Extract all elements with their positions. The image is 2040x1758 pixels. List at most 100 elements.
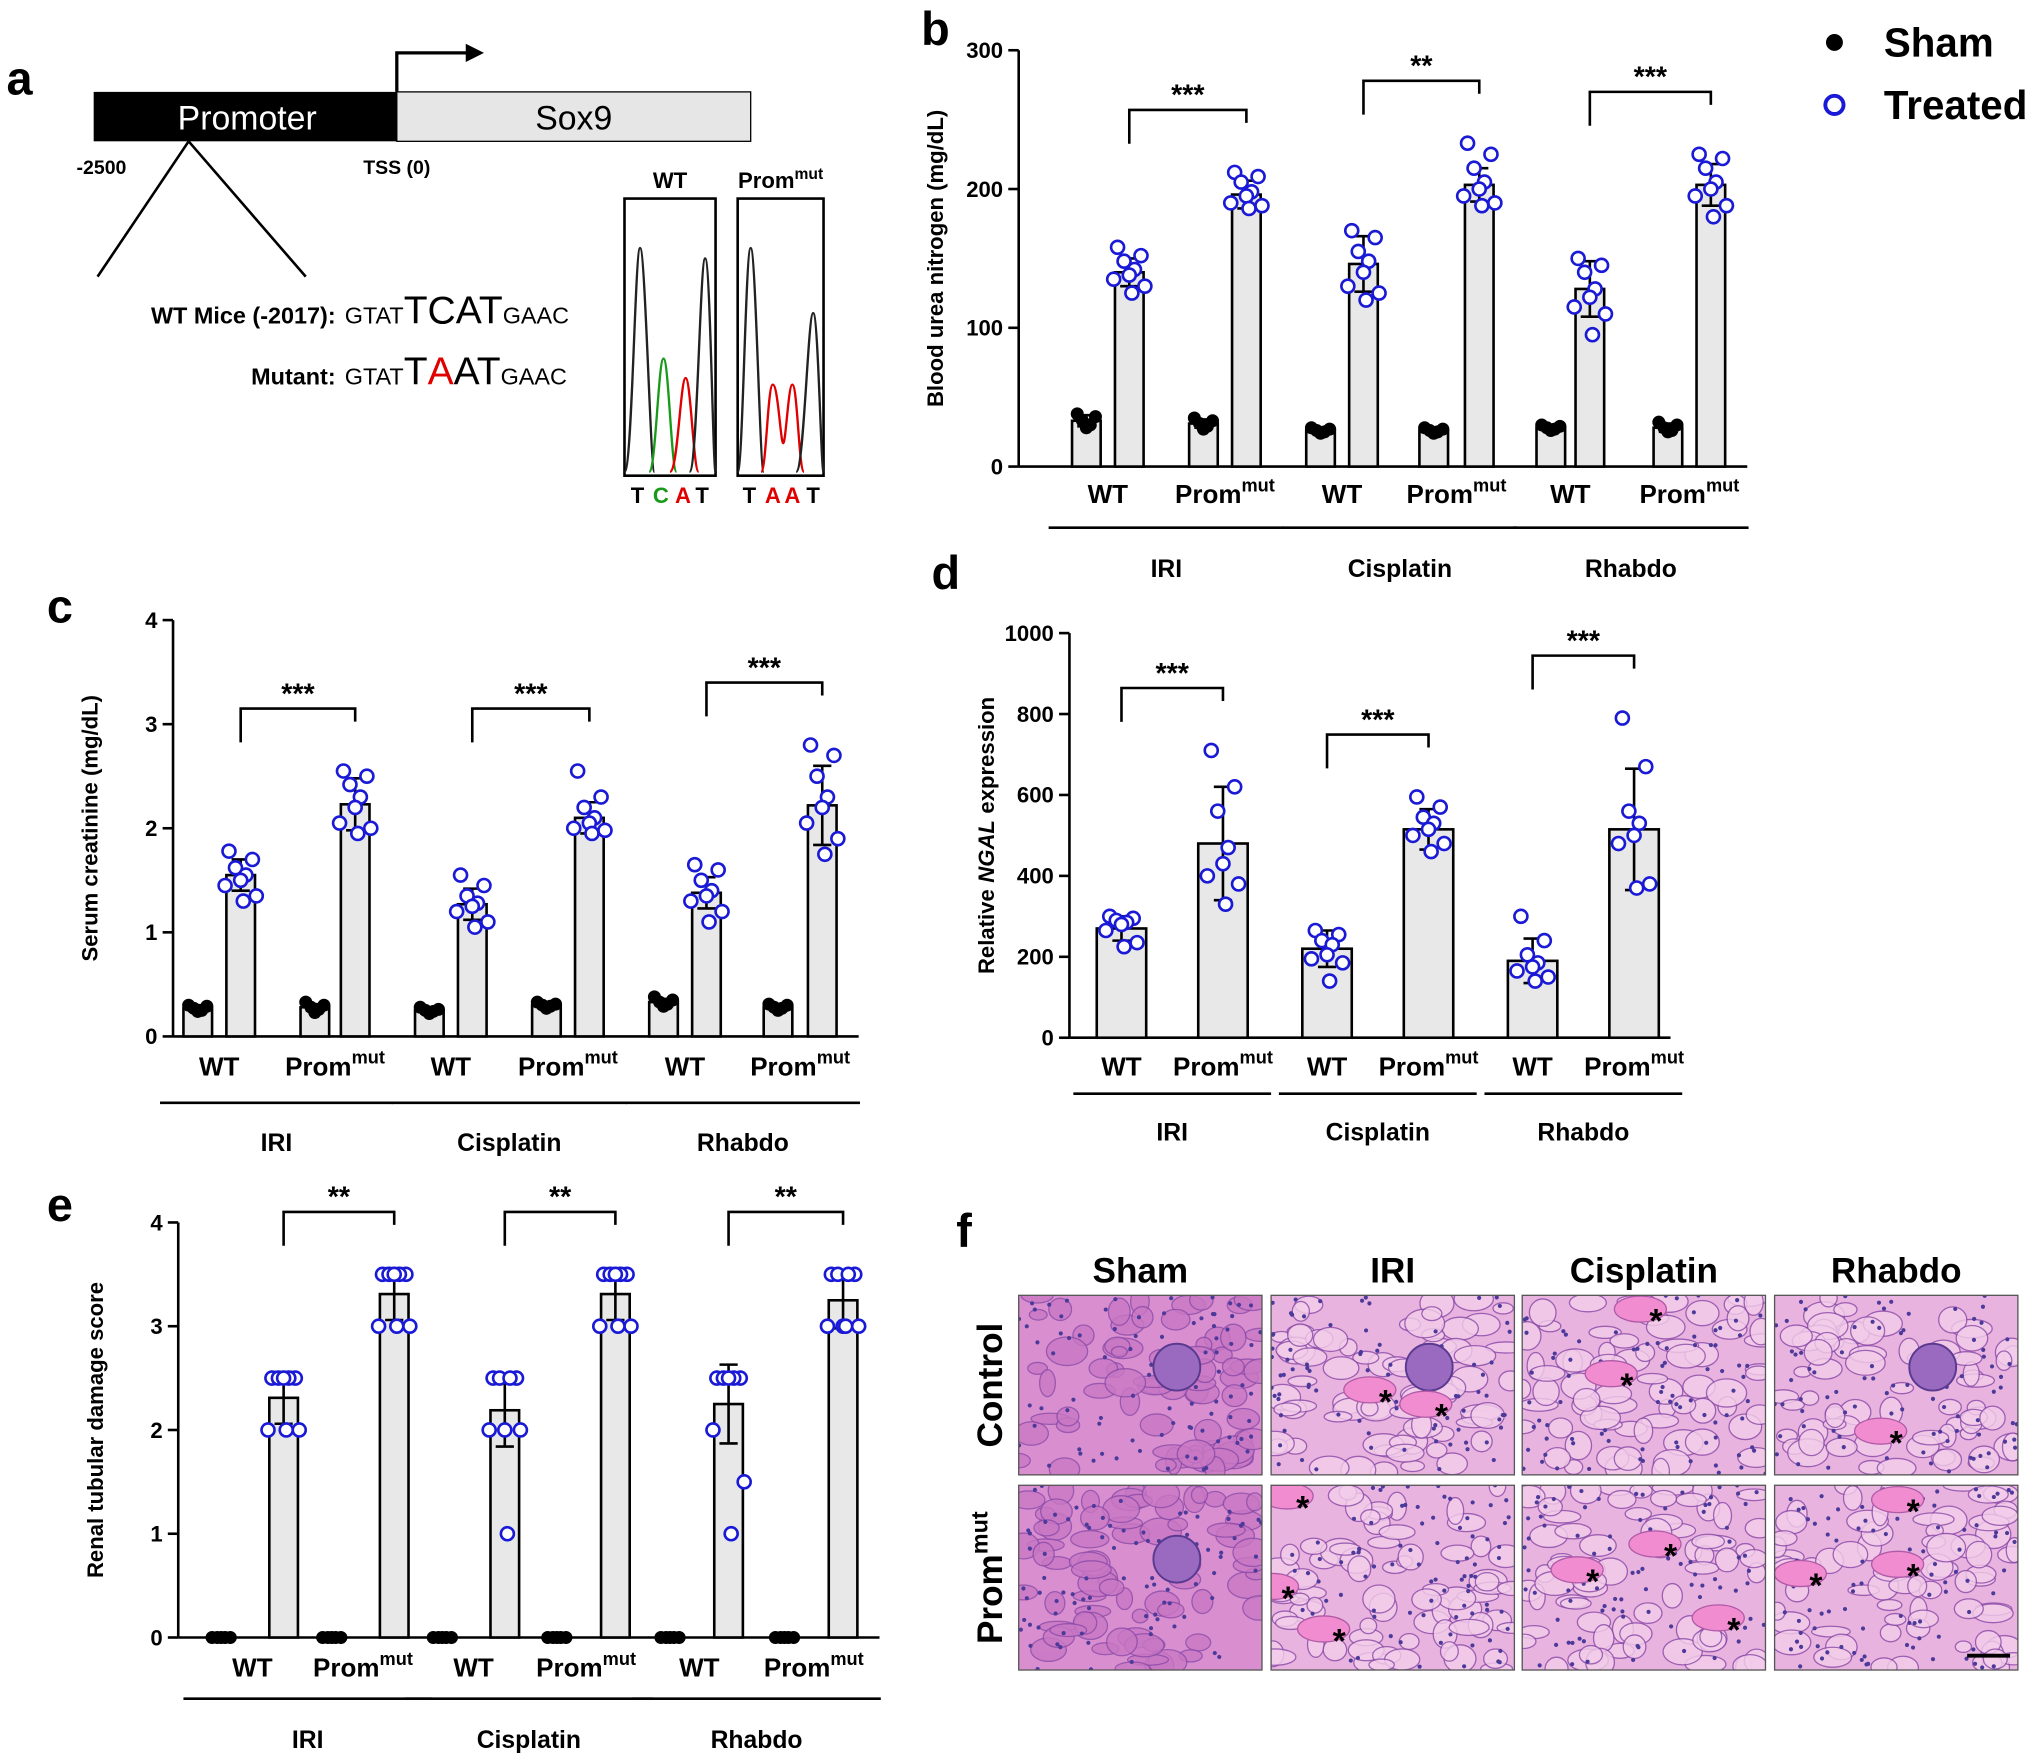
base: T xyxy=(806,483,820,508)
base: T xyxy=(631,483,645,508)
data-point xyxy=(1513,908,1529,925)
nucleus xyxy=(1470,1611,1475,1616)
nucleus xyxy=(1137,1448,1143,1454)
nucleus xyxy=(1801,1424,1806,1429)
nucleus xyxy=(1646,1609,1651,1614)
tubule xyxy=(1522,1633,1537,1650)
category: Prom xyxy=(1175,479,1242,509)
category-sup: mut xyxy=(1445,1048,1478,1068)
injury-marker: * xyxy=(1586,1563,1600,1601)
nucleus xyxy=(1712,1655,1717,1661)
tubule xyxy=(1744,1365,1766,1382)
nucleus xyxy=(1634,1491,1639,1496)
nucleus xyxy=(1469,1573,1474,1579)
nucleus xyxy=(1670,1393,1675,1398)
group-label: IRI xyxy=(1151,556,1183,583)
data-point xyxy=(1570,250,1586,267)
nucleus xyxy=(1496,1555,1502,1561)
y-axis-label: Renal tubular damage score xyxy=(83,1282,108,1578)
nucleus xyxy=(1051,1351,1056,1356)
nucleus xyxy=(1600,1608,1605,1613)
nucleus xyxy=(1148,1626,1154,1631)
nucleus xyxy=(1796,1507,1801,1512)
nucleus xyxy=(1745,1363,1750,1368)
chromatogram-title: Prommut xyxy=(738,166,823,193)
nucleus xyxy=(1526,1568,1531,1573)
nucleus xyxy=(1693,1572,1698,1577)
row-label: Prommut xyxy=(966,1511,1009,1644)
cast xyxy=(1628,1530,1682,1558)
nucleus xyxy=(1962,1527,1967,1532)
nucleus xyxy=(1599,1431,1604,1436)
nucleus xyxy=(1301,1314,1307,1319)
nucleus xyxy=(1212,1312,1217,1317)
nucleus xyxy=(1086,1640,1091,1645)
category: WT xyxy=(232,1653,273,1683)
nucleus xyxy=(1210,1595,1215,1601)
nucleus xyxy=(1079,1631,1084,1636)
nucleus xyxy=(1736,1555,1741,1560)
nucleus xyxy=(1577,1636,1582,1641)
y-tick-label: 4 xyxy=(150,1210,163,1235)
data-point xyxy=(496,1422,513,1438)
nucleus xyxy=(1761,1622,1766,1627)
nucleus xyxy=(1217,1654,1222,1660)
nucleus xyxy=(1688,1559,1693,1564)
nucleus xyxy=(1981,1354,1986,1359)
nucleus xyxy=(1674,1440,1679,1445)
cast xyxy=(1613,1295,1668,1323)
tubule xyxy=(1800,1390,1820,1406)
category: Prom xyxy=(1639,479,1706,509)
nucleus xyxy=(1839,1644,1844,1650)
y-tick-label: 100 xyxy=(966,316,1003,341)
nucleus xyxy=(1504,1498,1509,1503)
tubule xyxy=(1579,1405,1622,1431)
tubule xyxy=(1568,1295,1608,1313)
tubule xyxy=(1645,1314,1686,1340)
tubule xyxy=(1280,1543,1300,1566)
nucleus xyxy=(1108,1523,1113,1528)
data-point xyxy=(308,1005,322,1019)
data-point xyxy=(1079,421,1093,435)
nucleus xyxy=(1544,1436,1549,1441)
nucleus xyxy=(1825,1395,1830,1400)
column-header: IRI xyxy=(1370,1251,1415,1290)
injury-marker: * xyxy=(1664,1537,1678,1575)
significance-bracket xyxy=(705,681,824,717)
nucleus xyxy=(1318,1299,1323,1304)
nucleus xyxy=(1859,1581,1864,1586)
nucleus xyxy=(1542,1523,1547,1528)
nucleus xyxy=(1272,1393,1277,1398)
nucleus xyxy=(1735,1298,1740,1303)
base: A xyxy=(784,483,800,508)
tubule xyxy=(1870,1657,1898,1671)
nucleus xyxy=(1718,1325,1723,1331)
tubule xyxy=(1439,1641,1459,1662)
tubule xyxy=(1876,1598,1903,1612)
y-tick-label: 400 xyxy=(1017,864,1054,889)
nucleus xyxy=(1968,1455,1973,1460)
data-point xyxy=(840,1266,857,1283)
nucleus xyxy=(1975,1418,1980,1423)
data-point xyxy=(683,893,699,909)
nucleus xyxy=(1742,1625,1748,1630)
nucleus xyxy=(1807,1366,1812,1371)
category-sup: mut xyxy=(352,1048,385,1068)
data-point xyxy=(1697,160,1714,177)
data-point xyxy=(610,1318,626,1335)
nucleus xyxy=(1943,1580,1948,1585)
tubule xyxy=(1554,1522,1592,1540)
bar xyxy=(1402,828,1455,1040)
x-tick-label: WT xyxy=(1088,479,1129,509)
nucleus xyxy=(1366,1431,1371,1436)
nucleus xyxy=(1889,1299,1894,1304)
nucleus xyxy=(1363,1328,1369,1333)
group-label: Rhabdo xyxy=(711,1727,803,1754)
tubule xyxy=(1832,1540,1869,1569)
data-point xyxy=(1466,160,1482,177)
nucleus xyxy=(1866,1661,1871,1666)
nucleus xyxy=(1774,1452,1779,1457)
tubule xyxy=(1105,1627,1138,1657)
nucleus xyxy=(1043,1519,1048,1525)
data-point xyxy=(693,872,710,889)
